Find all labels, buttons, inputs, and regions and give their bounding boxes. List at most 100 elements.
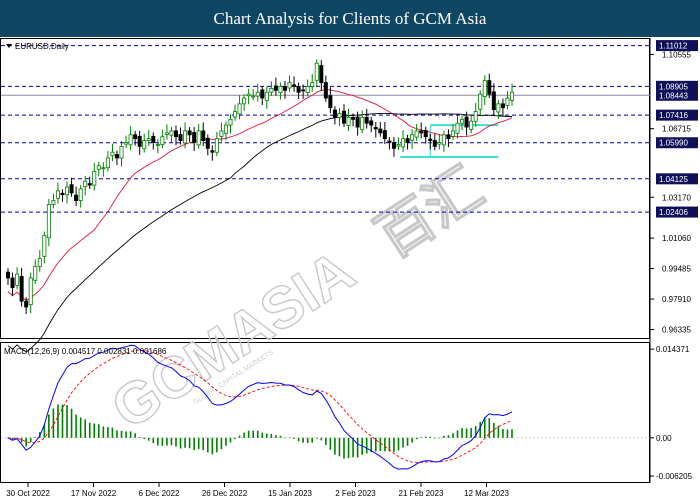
macd-histogram-bar bbox=[447, 435, 450, 438]
candle-body bbox=[119, 146, 124, 159]
time-tick-label: 15 Jan 2023 bbox=[268, 489, 313, 498]
candle-body bbox=[505, 97, 510, 106]
macd-histogram-bar bbox=[52, 408, 55, 438]
time-tick-label: 6 Dec 2022 bbox=[139, 489, 180, 498]
candle-body bbox=[319, 65, 324, 83]
moving-average-line bbox=[7, 112, 512, 353]
macd-histogram-bar bbox=[429, 436, 432, 438]
time-tick-label: 2 Feb 2023 bbox=[335, 489, 376, 498]
candle-body bbox=[233, 111, 238, 118]
candle-body bbox=[323, 82, 328, 99]
macd-histogram-bar bbox=[11, 437, 14, 440]
level-label-box bbox=[656, 109, 698, 121]
candle-body bbox=[183, 130, 188, 144]
candle-body bbox=[251, 95, 256, 98]
price-tick-label: 0.96335 bbox=[662, 326, 691, 335]
macd-histogram-bar bbox=[438, 437, 441, 439]
macd-histogram-bar bbox=[147, 437, 150, 441]
macd-indicator: 0.014371 0.00 -0.006205 bbox=[1, 344, 693, 481]
macd-histogram-bar bbox=[225, 437, 227, 446]
candle-body bbox=[124, 142, 129, 145]
price-tick-label: 1.01060 bbox=[662, 234, 691, 243]
macd-histogram-bar bbox=[434, 437, 436, 439]
candle-body bbox=[210, 150, 215, 153]
level-label-box bbox=[656, 206, 698, 218]
macd-histogram-bar bbox=[406, 437, 409, 446]
macd-histogram-bar bbox=[415, 437, 418, 440]
macd-histogram-bar bbox=[125, 431, 127, 438]
macd-histogram-bar bbox=[420, 437, 422, 438]
macd-histogram-bar bbox=[379, 437, 382, 452]
candle-body bbox=[10, 277, 15, 289]
candle-body bbox=[355, 116, 360, 128]
candle-body bbox=[46, 204, 51, 239]
level-label: 1.05990 bbox=[659, 139, 688, 148]
candle-body bbox=[405, 138, 410, 143]
macd-histogram-bar bbox=[84, 419, 86, 438]
candle-body bbox=[169, 130, 174, 136]
macd-histogram-bar bbox=[25, 437, 27, 447]
chart-title-bar: Chart Analysis for Clients of GCM Asia bbox=[0, 0, 700, 37]
candle-body bbox=[373, 127, 378, 130]
symbol-dropdown-icon[interactable] bbox=[6, 44, 12, 48]
macd-histogram-bar bbox=[70, 408, 73, 438]
macd-histogram-bar bbox=[252, 430, 254, 438]
candle-body bbox=[432, 140, 437, 147]
candle-body bbox=[264, 91, 269, 101]
candle-body bbox=[296, 86, 301, 93]
candle-body bbox=[133, 134, 138, 140]
time-tick-label: 12 Mar 2023 bbox=[464, 489, 509, 498]
candle-body bbox=[33, 265, 38, 281]
candle-body bbox=[37, 258, 42, 267]
macd-tick-label: 0.014371 bbox=[656, 345, 690, 354]
macd-histogram-bar bbox=[365, 437, 368, 454]
candle-body bbox=[391, 142, 396, 149]
candle-body bbox=[487, 80, 492, 95]
time-axis: 30 Oct 2022 17 Nov 2022 6 Dec 2022 26 Dec 2… bbox=[6, 483, 510, 498]
symbol-label: EURUSD,Daily bbox=[15, 42, 69, 51]
candle-body bbox=[137, 135, 142, 147]
macd-histogram-bar bbox=[161, 437, 164, 446]
macd-histogram-bar bbox=[511, 429, 513, 438]
candle-body bbox=[142, 140, 147, 150]
macd-histogram-bar bbox=[302, 437, 304, 443]
price-tick-label: 1.06715 bbox=[662, 125, 691, 134]
moving-averages bbox=[7, 89, 513, 353]
macd-histogram-bar bbox=[388, 437, 391, 452]
candle-body bbox=[160, 136, 165, 145]
candle-body bbox=[6, 271, 11, 279]
macd-histogram-bar bbox=[411, 437, 413, 443]
macd-histogram-bar bbox=[506, 429, 509, 438]
candle-body bbox=[96, 165, 101, 170]
candle-body bbox=[164, 132, 169, 135]
level-label: 1.02406 bbox=[659, 208, 688, 217]
candle-body bbox=[478, 93, 483, 110]
macd-histogram-bar bbox=[320, 437, 323, 441]
price-tick-label: 0.99485 bbox=[662, 265, 691, 274]
macd-histogram-bar bbox=[61, 404, 64, 438]
macd-histogram-bar bbox=[334, 437, 336, 455]
time-tick-label: 17 Nov 2022 bbox=[71, 489, 117, 498]
macd-histogram-bar bbox=[306, 437, 309, 444]
candle-body bbox=[341, 110, 346, 124]
time-tick-label: 30 Oct 2022 bbox=[6, 489, 50, 498]
candle-body bbox=[87, 183, 92, 186]
macd-histogram-bar bbox=[129, 431, 132, 438]
candle-body bbox=[337, 113, 342, 118]
candle-body bbox=[24, 300, 29, 308]
macd-histogram-bar bbox=[293, 437, 295, 439]
level-label-box bbox=[656, 40, 698, 52]
macd-tick-label: 0.00 bbox=[656, 434, 672, 443]
price-tick-label: 1.03170 bbox=[662, 193, 691, 202]
macd-histogram-bar bbox=[206, 437, 209, 453]
macd-histogram-bar bbox=[193, 437, 195, 451]
candle-body bbox=[496, 103, 501, 113]
current-price-label-box bbox=[656, 89, 698, 101]
candle-body bbox=[246, 93, 251, 97]
macd-histogram-bar bbox=[329, 437, 332, 450]
candle-body bbox=[428, 138, 433, 142]
candle-body bbox=[237, 103, 242, 115]
candle-body bbox=[410, 134, 415, 141]
macd-histogram-bar bbox=[43, 424, 46, 438]
chart-canvas: GCMASIA 百汇 GLOBAL CAPITAL MARKETS 1.1055… bbox=[0, 38, 698, 498]
